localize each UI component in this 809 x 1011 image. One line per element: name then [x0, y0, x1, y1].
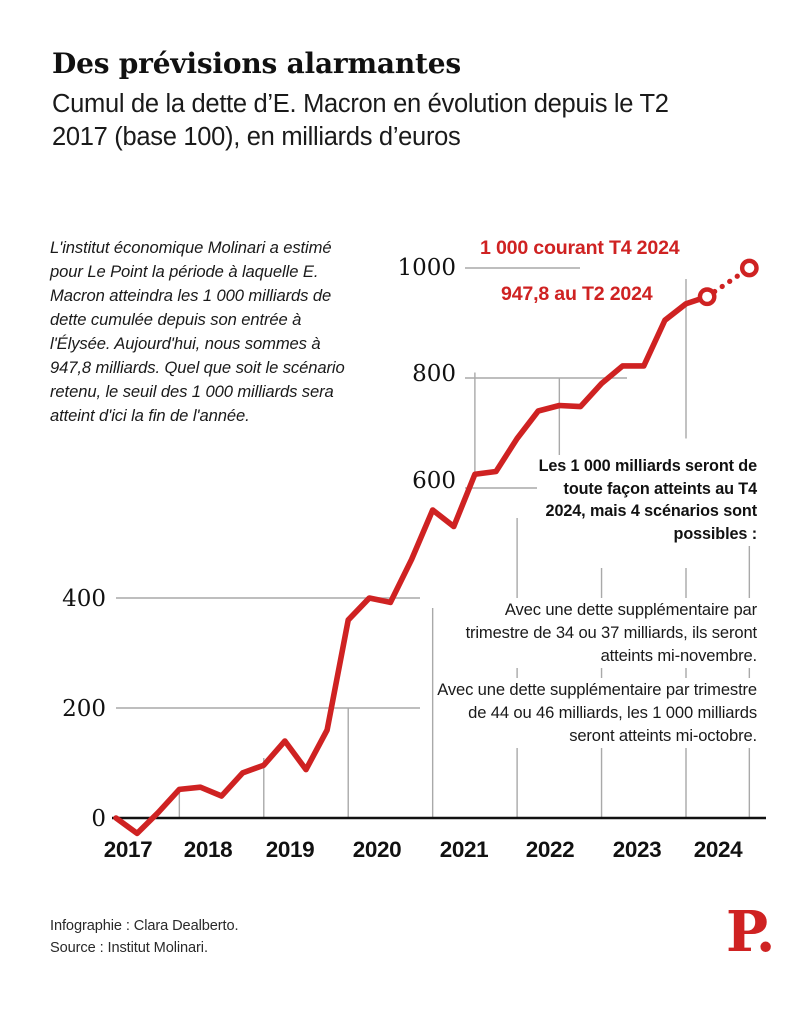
credits: Infographie : Clara Dealberto. Source : …: [50, 916, 239, 960]
y-axis-tick-800: 800: [396, 361, 458, 387]
x-axis-tick-2022: 2022: [525, 837, 575, 862]
annotation-headline: Les 1 000 milliards seront de toute faço…: [537, 455, 757, 546]
x-axis-tick-2021: 2021: [439, 837, 489, 862]
credit-source: Source : Institut Molinari.: [50, 939, 208, 956]
title-block: Des prévisions alarmantes Cumul de la de…: [52, 48, 772, 154]
x-axis-tick-2018: 2018: [183, 837, 233, 862]
x-axis-tick-2023: 2023: [612, 837, 662, 862]
credit-infographie: Infographie : Clara Dealberto.: [50, 918, 239, 934]
x-axis-tick-2019: 2019: [265, 837, 315, 862]
x-axis-tick-2017: 2017: [103, 837, 153, 862]
y-axis-tick-0: 0: [46, 806, 108, 832]
callout-projection-label: 1 000 courant T4 2024: [477, 237, 683, 260]
le-point-logo: P.: [726, 899, 775, 965]
x-axis-tick-2020: 2020: [352, 837, 402, 862]
y-axis-tick-400: 400: [46, 586, 108, 612]
annotation-scenario-1: Avec une dette supplémentaire par trimes…: [457, 598, 757, 668]
page-subtitle: Cumul de la dette d’E. Macron en évoluti…: [52, 89, 669, 152]
x-axis-tick-2024: 2024: [693, 837, 743, 862]
y-axis-tick-600: 600: [396, 468, 458, 494]
annotation-scenario-2: Avec une dette supplémentaire par trimes…: [437, 678, 757, 748]
y-axis-tick-200: 200: [46, 696, 108, 722]
page-title: Des prévisions alarmantes: [52, 47, 461, 80]
y-axis-tick-1000: 1000: [396, 255, 458, 281]
callout-current-label: 947,8 au T2 2024: [498, 283, 656, 306]
intro-paragraph: L'institut économique Molinari a estimé …: [50, 238, 345, 425]
